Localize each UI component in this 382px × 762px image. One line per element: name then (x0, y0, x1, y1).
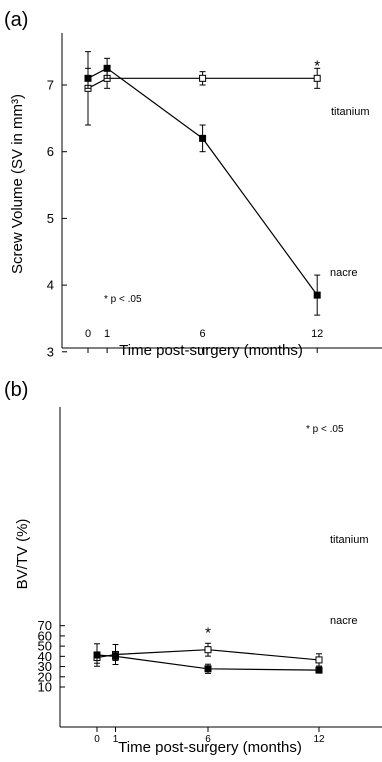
panel-b-axes (59, 407, 382, 728)
panel-a-y-tick-label: 6 (47, 144, 54, 159)
panel-b-significance-star: * (205, 624, 211, 641)
panel-b-y-tick-label: 50 (38, 639, 52, 654)
panel-b-series-titanium-label: titanium (330, 534, 369, 546)
panel-a-y-tick-label: 7 (47, 78, 54, 93)
panel-a-x-tick-label: 0 (85, 328, 91, 340)
panel-b-y-tick-label: 30 (38, 659, 52, 674)
panel-b-y-tick-label: 40 (38, 649, 52, 664)
panel-a-significance-star: * (314, 57, 320, 74)
panel-b-y-axis-title: BV/TV (%) (14, 519, 31, 590)
panel-a-y-tick-label: 5 (47, 211, 54, 226)
panel-a-series-nacre-line (87, 67, 318, 296)
panel-b-x-tick-label: 12 (313, 734, 325, 745)
panel-a-y-tick-label: 3 (47, 344, 54, 359)
panel-b-y-tick-label: 60 (38, 628, 52, 643)
panel-a-label: (a) (4, 9, 28, 31)
panel-a-y-tick-label: 4 (47, 278, 54, 293)
panel-b-series-titanium-point (204, 646, 212, 654)
panel-b-series-nacre-point (315, 666, 323, 674)
panel-b-y-tick-label: 70 (38, 618, 52, 633)
panel-a-series-titanium-point (313, 74, 321, 82)
panel-b-series-nacre-point (112, 652, 119, 660)
panel-a-x-tick-label: 12 (311, 328, 323, 340)
panel-b-label: (b) (4, 379, 28, 401)
panel-b-x-tick-label: 0 (94, 734, 100, 745)
panel-a-x-tick-label: 1 (104, 328, 110, 340)
panel-b: (b) BV/TV (%) Time post-surgery (months)… (4, 379, 382, 756)
panel-b-x-axis-title: Time post-surgery (months) (118, 739, 302, 756)
panel-b-x-tick-label: 1 (113, 734, 119, 745)
panel-a-series-titanium-label: titanium (331, 106, 370, 118)
panel-a-x-axis-title: Time post-surgery (months) (119, 342, 303, 359)
panel-a-series-nacre-point (313, 291, 321, 299)
panel-a-series-nacre-label: nacre (330, 267, 358, 279)
panel-b-series-nacre-point (204, 665, 212, 673)
panel-b-series-nacre-label: nacre (330, 615, 358, 627)
panel-a-x-tick-label: 6 (200, 328, 206, 340)
panel-b-series-titanium-point (315, 656, 323, 664)
panel-b-significance-note: * p < .05 (306, 424, 344, 435)
panel-b-x-tick-label: 6 (205, 734, 211, 745)
panel-a-significance-note: * p < .05 (104, 294, 142, 305)
panel-a-ticks: 3 4 5 6 7 0 1 6 12 (47, 78, 324, 360)
panel-b-series-nacre-point (93, 651, 101, 659)
panel-a-series-titanium-line (87, 77, 318, 89)
panel-b-marks: titanium nacre * (93, 534, 369, 674)
panel-a-marks: titanium nacre * (84, 51, 370, 316)
panel-a-y-axis-title: Screw Volume (SV in mm³) (9, 94, 26, 274)
panel-b-y-tick-label: 10 (38, 680, 52, 695)
panel-b-series-nacre-line (96, 654, 320, 671)
panel-a-series-titanium-point (199, 74, 207, 82)
panel-a-series-nacre-point (103, 64, 111, 72)
panel-b-y-tick-label: 20 (38, 669, 52, 684)
panel-a-series-nacre-point (84, 74, 92, 82)
panel-a: (a) Screw Volume (SV in mm³) Time post-s… (4, 9, 382, 359)
panel-a-series-nacre-point (199, 134, 207, 142)
